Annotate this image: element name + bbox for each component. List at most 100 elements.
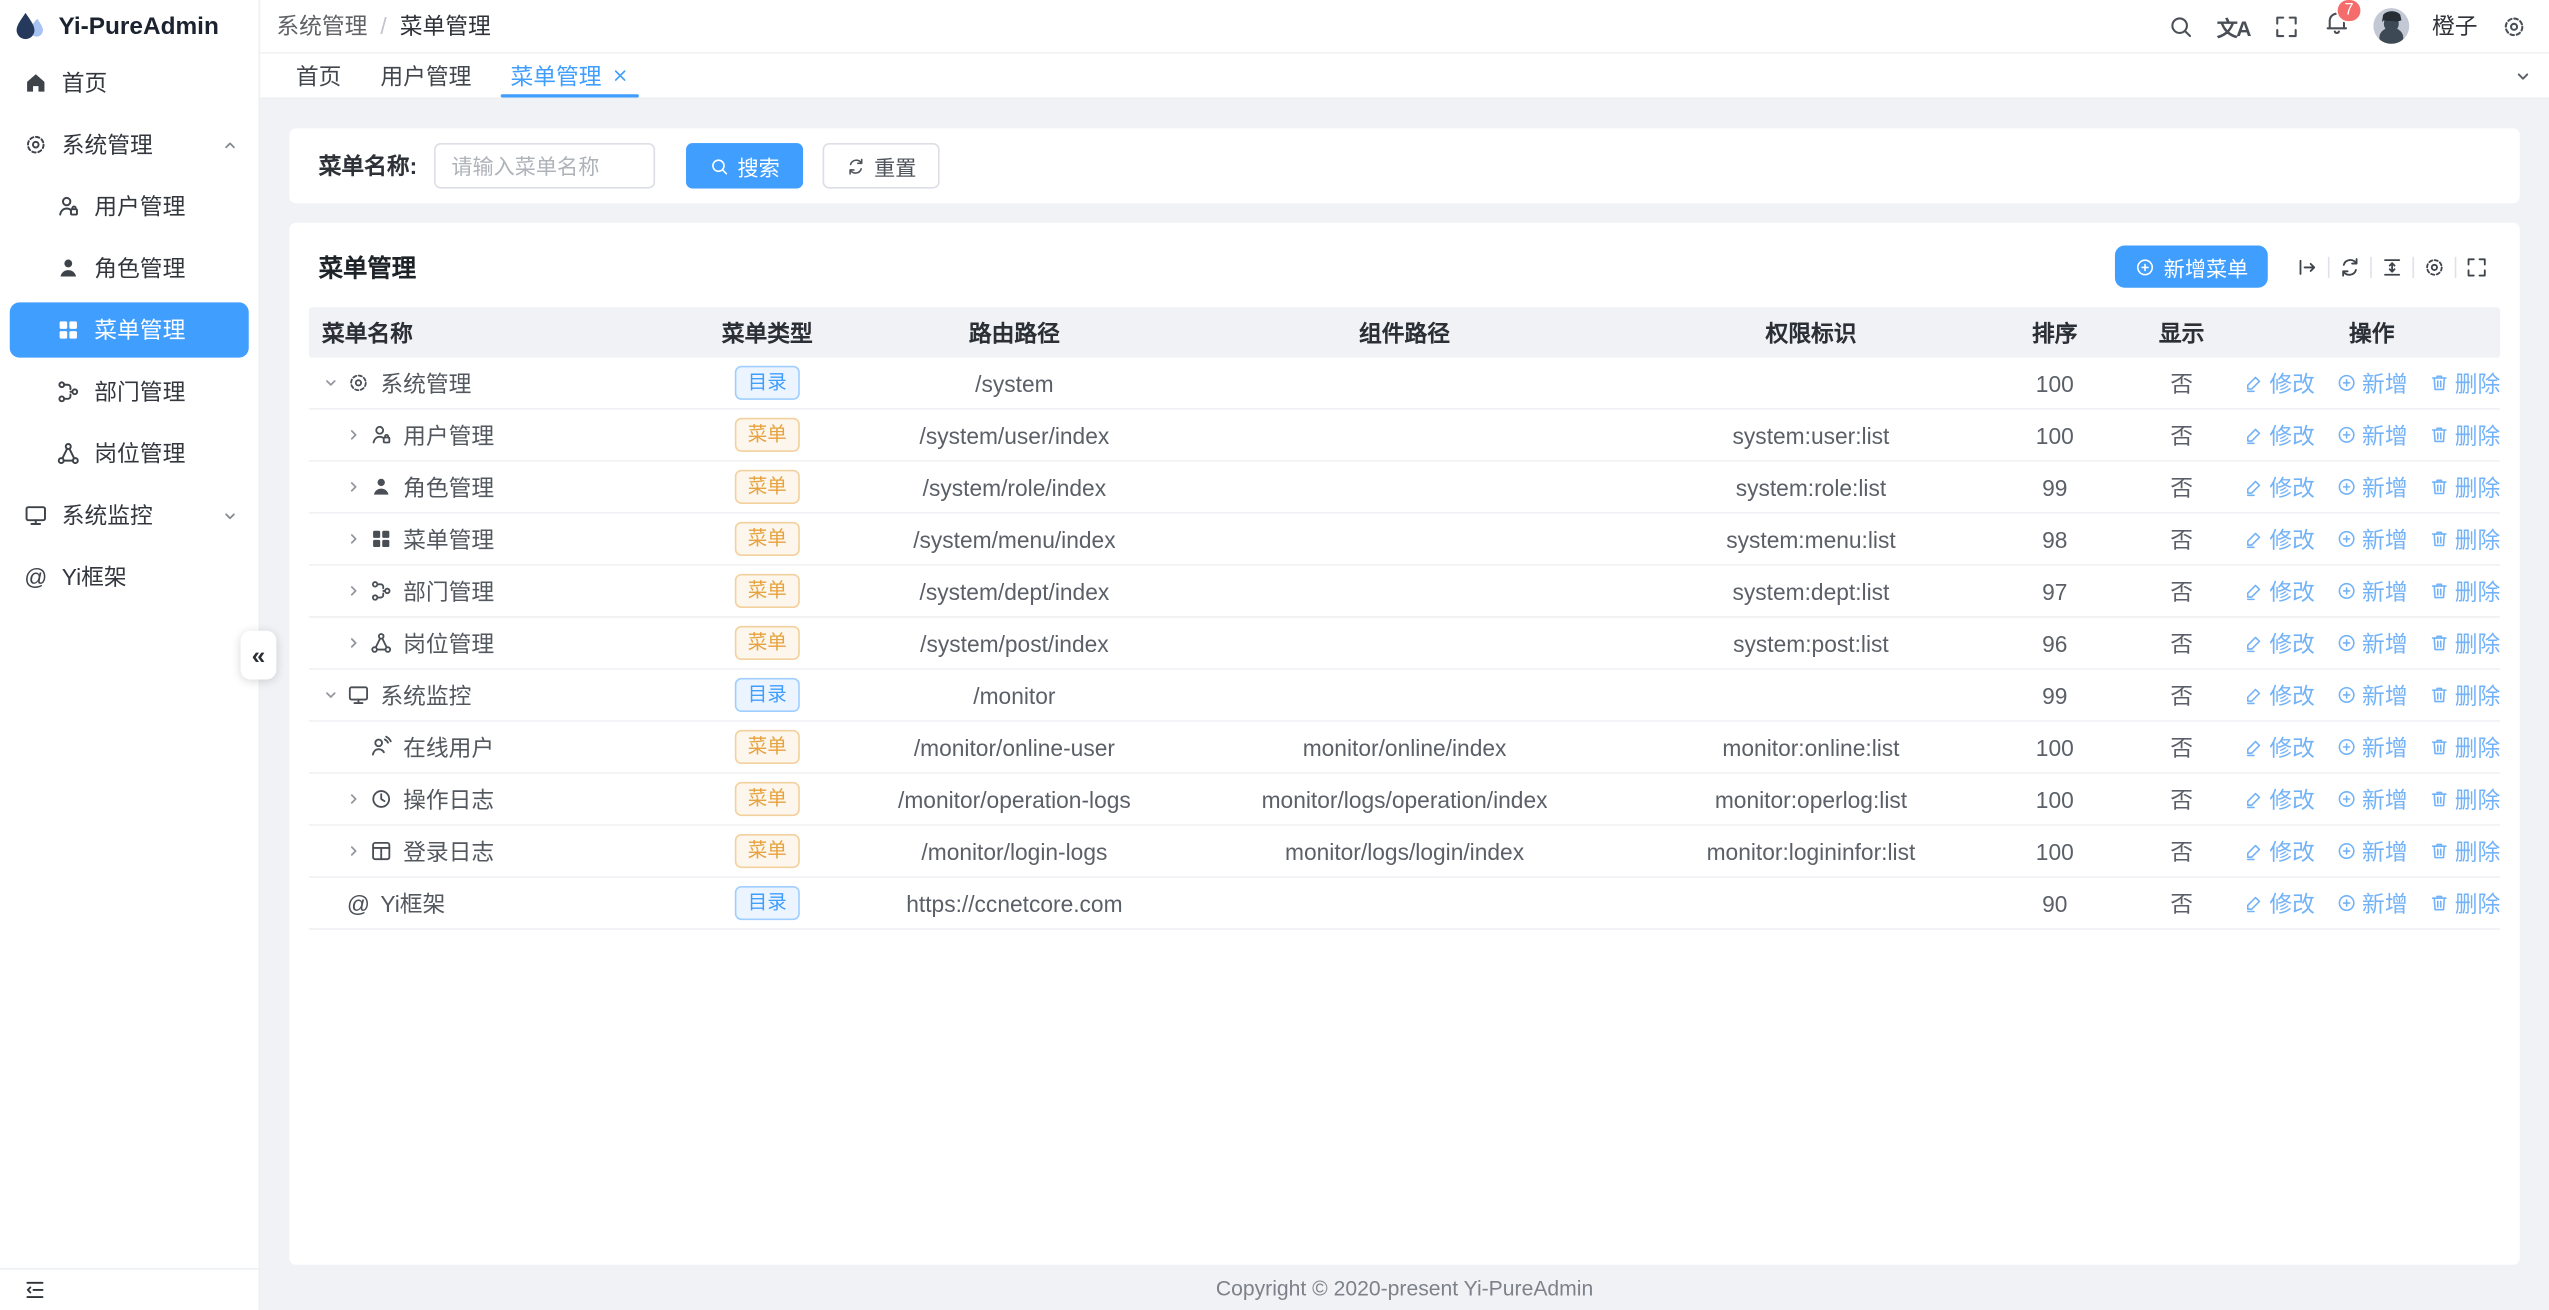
edit-icon [2243,424,2264,445]
tab-user-mgmt[interactable]: 用户管理 [380,62,472,89]
table-fullscreen-icon[interactable] [2464,254,2488,278]
menu-name-input[interactable] [433,143,655,189]
row-expand-toggle[interactable] [345,582,368,600]
add-action-link[interactable]: 新增 [2336,835,2408,868]
sidebar-collapse-button[interactable]: « [240,630,277,680]
row-collapse-toggle[interactable] [322,686,345,704]
close-icon[interactable] [611,67,629,85]
menu-type-badge: 目录 [734,677,800,713]
sidebar-item-system-monitor[interactable]: 系统监控 [0,488,258,543]
delete-action-link[interactable]: 删除 [2429,835,2500,868]
delete-action-link[interactable]: 删除 [2429,887,2500,920]
edit-action-link[interactable]: 修改 [2243,523,2315,556]
edit-action-link[interactable]: 修改 [2243,419,2315,452]
row-expand-toggle[interactable] [345,478,368,496]
add-action-link[interactable]: 新增 [2336,627,2408,660]
row-collapse-toggle[interactable] [322,374,345,392]
row-expand-toggle[interactable] [345,426,368,444]
menu-fold-icon[interactable] [23,1278,47,1302]
menu-name-text: 操作日志 [403,785,495,813]
fullscreen-icon[interactable] [2273,12,2301,40]
add-action-link[interactable]: 新增 [2336,419,2408,452]
edit-action-label: 修改 [2269,890,2315,917]
sidebar-item-label: Yi框架 [61,564,127,591]
username[interactable]: 橙子 [2431,13,2478,40]
edit-action-link[interactable]: 修改 [2243,367,2315,400]
cell-route-path: /system/user/index [919,421,1110,448]
gear-icon[interactable] [2500,12,2528,40]
add-action-link[interactable]: 新增 [2336,367,2408,400]
menu-name-text: 角色管理 [403,473,495,500]
row-density-icon[interactable] [2380,254,2404,278]
search-icon[interactable] [2166,12,2194,40]
add-action-link[interactable]: 新增 [2336,731,2408,764]
app-logo[interactable]: Yi-PureAdmin [0,0,258,54]
page-footer: Copyright © 2020-present Yi-PureAdmin [289,1265,2519,1310]
delete-action-link[interactable]: 删除 [2429,419,2500,452]
avatar[interactable] [2373,8,2410,44]
edit-action-link[interactable]: 修改 [2243,783,2315,816]
cell-menu-name: 在线用户 [309,731,683,764]
sidebar-item-menu-mgmt[interactable]: 菜单管理 [9,302,249,358]
edit-action-link[interactable]: 修改 [2243,471,2315,504]
cell-visible: 否 [2170,525,2193,552]
column-settings-icon[interactable] [2422,254,2446,278]
sidebar-item-label: 用户管理 [94,193,186,220]
sidebar-item-role-mgmt[interactable]: 角色管理 [0,241,258,296]
notifications[interactable]: 7 [2323,0,2363,44]
add-action-link[interactable]: 新增 [2336,523,2408,556]
row-expand-toggle[interactable] [345,790,368,808]
cell-menu-type: 目录 [683,677,852,713]
sidebar-item-user-mgmt[interactable]: 用户管理 [0,179,258,234]
sidebar-item-yi-frame[interactable]: @ Yi框架 [0,549,258,604]
cell-actions: 修改 新增 删除 [2243,679,2500,712]
delete-action-link[interactable]: 删除 [2429,679,2500,712]
cell-route-path: /monitor/online-user [913,733,1115,760]
translate-icon[interactable]: 文A [2216,15,2252,40]
delete-action-link[interactable]: 删除 [2429,575,2500,608]
column-header-name: 菜单名称 [321,319,413,346]
cell-actions: 修改 新增 删除 [2243,575,2500,608]
edit-action-link[interactable]: 修改 [2243,731,2315,764]
delete-action-link[interactable]: 删除 [2429,523,2500,556]
sidebar-item-post-mgmt[interactable]: 岗位管理 [0,426,258,481]
edit-action-link[interactable]: 修改 [2243,887,2315,920]
reset-button[interactable]: 重置 [822,143,940,189]
edit-action-link[interactable]: 修改 [2243,835,2315,868]
menu-name-text: 系统管理 [380,369,472,396]
row-expand-toggle[interactable] [345,530,368,548]
row-expand-toggle[interactable] [345,842,368,860]
tab-menu-mgmt[interactable]: 菜单管理 [491,54,649,98]
gear-icon [23,132,49,158]
add-action-link[interactable]: 新增 [2336,471,2408,504]
delete-action-link[interactable]: 删除 [2429,731,2500,764]
row-expand-toggle[interactable] [345,634,368,652]
edit-action-link[interactable]: 修改 [2243,575,2315,608]
trash-icon [2429,424,2450,445]
sidebar-item-system-admin[interactable]: 系统管理 [0,117,258,172]
sidebar-item-home[interactable]: 首页 [0,55,258,110]
cell-menu-name: 角色管理 [309,471,683,504]
cell-sort: 100 [2035,838,2074,865]
edit-action-link[interactable]: 修改 [2243,627,2315,660]
add-action-link[interactable]: 新增 [2336,575,2408,608]
add-menu-button[interactable]: 新增菜单 [2114,245,2268,288]
delete-action-link[interactable]: 删除 [2429,367,2500,400]
edit-action-link[interactable]: 修改 [2243,679,2315,712]
breadcrumb-item[interactable]: 系统管理 [276,13,368,40]
sidebar-item-dept-mgmt[interactable]: 部门管理 [0,364,258,419]
add-action-label: 新增 [2362,473,2408,500]
at-icon: @ [24,564,48,591]
tab-home[interactable]: 首页 [295,62,342,89]
add-action-link[interactable]: 新增 [2336,783,2408,816]
expand-table-icon[interactable] [2295,254,2319,278]
add-action-link[interactable]: 新增 [2336,887,2408,920]
add-action-link[interactable]: 新增 [2336,679,2408,712]
delete-action-link[interactable]: 删除 [2429,471,2500,504]
edit-icon [2243,892,2264,913]
delete-action-link[interactable]: 删除 [2429,783,2500,816]
search-button[interactable]: 搜索 [685,143,803,189]
delete-action-link[interactable]: 删除 [2429,627,2500,660]
chevron-down-icon[interactable] [2513,66,2533,86]
refresh-table-icon[interactable] [2338,254,2362,278]
